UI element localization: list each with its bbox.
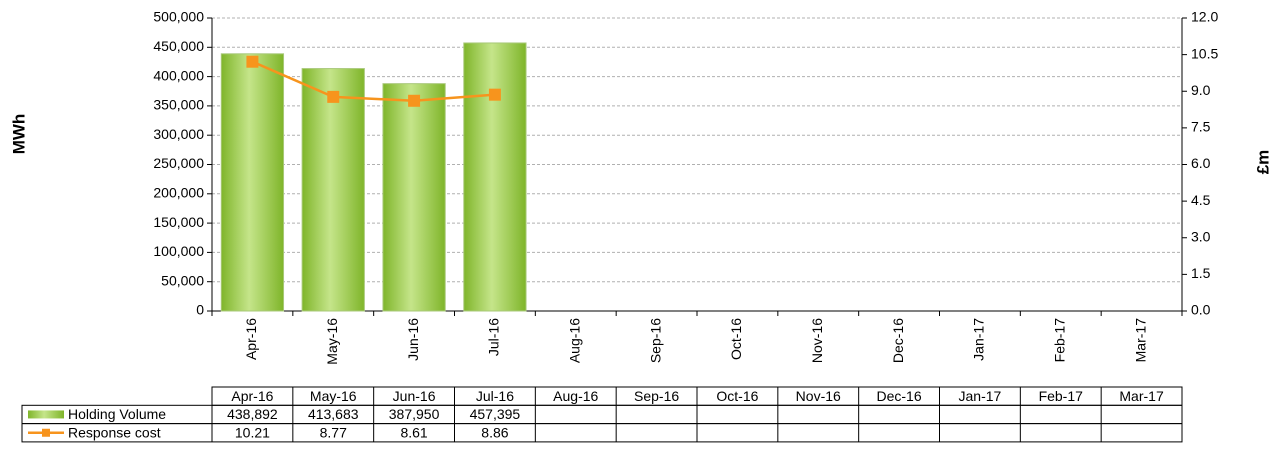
x-tick-label: Oct-16 bbox=[728, 318, 744, 360]
table-row-border bbox=[21, 404, 1183, 425]
y-tick-label: 100,000 bbox=[153, 243, 204, 259]
x-tick-label: Jun-16 bbox=[405, 318, 421, 361]
y2-tick-label: 4.5 bbox=[1191, 192, 1211, 208]
y-tick-label: 250,000 bbox=[153, 155, 204, 171]
line bbox=[251, 60, 496, 103]
y2-tick-label: 12.0 bbox=[1191, 9, 1218, 25]
y2-tick-label: 7.5 bbox=[1191, 119, 1211, 135]
x-tick-label: Dec-16 bbox=[890, 318, 906, 363]
x-tick-label: Feb-17 bbox=[1051, 318, 1067, 363]
y2-tick-label: 9.0 bbox=[1191, 82, 1211, 98]
y-tick-label: 350,000 bbox=[153, 97, 204, 113]
x-tick-label: Jan-17 bbox=[971, 318, 987, 361]
bar bbox=[301, 68, 365, 312]
table-header: Nov-16 bbox=[796, 388, 841, 404]
x-tick-label: Nov-16 bbox=[809, 318, 825, 363]
table-header: Feb-17 bbox=[1039, 388, 1084, 404]
y-tick-label: 200,000 bbox=[153, 185, 204, 201]
y-tick-label: 450,000 bbox=[153, 38, 204, 54]
y2-tick-label: 0.0 bbox=[1191, 302, 1211, 318]
bar bbox=[220, 53, 285, 312]
line-marker bbox=[327, 90, 340, 103]
table-header: May-16 bbox=[310, 388, 357, 404]
legend-label: Response cost bbox=[68, 424, 161, 440]
table-value: 8.77 bbox=[320, 424, 347, 440]
line-marker bbox=[246, 55, 259, 68]
y2-tick-label: 10.5 bbox=[1191, 45, 1218, 61]
y2-tick-label: 6.0 bbox=[1191, 155, 1211, 171]
y-tick-label: 50,000 bbox=[161, 272, 204, 288]
bar bbox=[382, 83, 446, 312]
y-tick-label: 150,000 bbox=[153, 214, 204, 230]
line-marker bbox=[488, 88, 501, 101]
bar bbox=[463, 42, 527, 312]
table-value: 387,950 bbox=[389, 406, 440, 422]
y-tick-label: 300,000 bbox=[153, 126, 204, 142]
table-header: Mar-17 bbox=[1119, 388, 1164, 404]
table-value: 8.86 bbox=[481, 424, 508, 440]
table-value: 10.21 bbox=[235, 424, 270, 440]
x-tick-label: Sep-16 bbox=[647, 318, 663, 363]
table-value: 438,892 bbox=[227, 406, 278, 422]
table-value: 457,395 bbox=[470, 406, 521, 422]
table-value: 8.61 bbox=[400, 424, 427, 440]
table-header: Jan-17 bbox=[959, 388, 1002, 404]
table-header: Jul-16 bbox=[476, 388, 514, 404]
table-header: Aug-16 bbox=[553, 388, 598, 404]
legend-marker bbox=[42, 428, 50, 437]
table-header: Oct-16 bbox=[716, 388, 758, 404]
y-tick-label: 400,000 bbox=[153, 67, 204, 83]
table-header: Apr-16 bbox=[231, 388, 273, 404]
legend-swatch bbox=[28, 410, 64, 419]
x-tick-label: Aug-16 bbox=[566, 318, 582, 363]
y-axis-title: MWh bbox=[9, 114, 28, 155]
x-tick-label: Apr-16 bbox=[243, 318, 259, 360]
x-tick-label: Mar-17 bbox=[1132, 318, 1148, 363]
table-header: Dec-16 bbox=[877, 388, 922, 404]
table-header: Sep-16 bbox=[634, 388, 679, 404]
y-tick-label: 0 bbox=[196, 302, 204, 318]
y2-tick-label: 3.0 bbox=[1191, 228, 1211, 244]
y2-axis-title: £m bbox=[1253, 150, 1272, 175]
table-row-border bbox=[21, 423, 1183, 443]
legend-label: Holding Volume bbox=[68, 406, 166, 422]
x-tick-label: Jul-16 bbox=[486, 318, 502, 356]
line-marker bbox=[408, 94, 421, 107]
x-tick-label: May-16 bbox=[324, 318, 340, 365]
table-value: 413,683 bbox=[308, 406, 359, 422]
y2-tick-label: 1.5 bbox=[1191, 265, 1211, 281]
y-tick-label: 500,000 bbox=[153, 9, 204, 25]
table-header: Jun-16 bbox=[393, 388, 436, 404]
